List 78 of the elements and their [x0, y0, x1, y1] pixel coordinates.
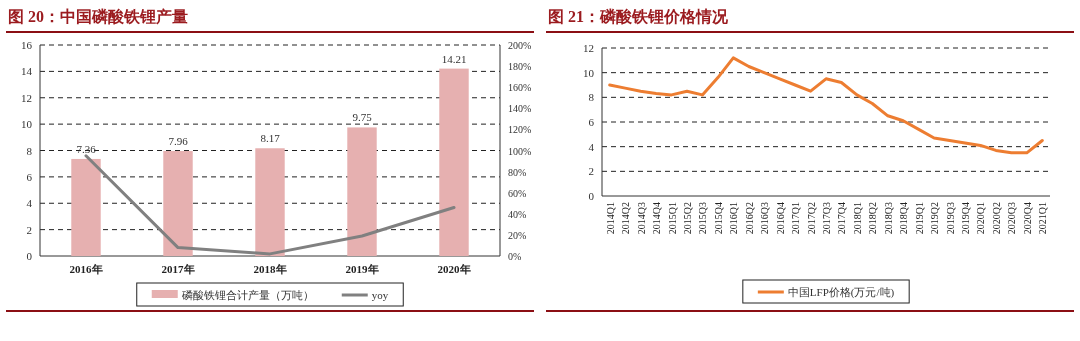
x-tick-label: 2018Q1: [851, 202, 863, 235]
x-tick-label: 2017Q3: [821, 202, 832, 235]
x-tick-label: 2017Q2: [805, 202, 817, 235]
legend-label: yoy: [371, 289, 389, 301]
chart-title: 图 21：磷酸铁锂价格情况: [548, 8, 729, 25]
x-tick-label: 2017Q1: [790, 202, 802, 235]
x-tick-label: 2019Q1: [913, 202, 925, 235]
x-tick-label: 2020Q1: [975, 202, 987, 235]
x-tick-label: 2016年: [69, 263, 103, 275]
x-tick-label: 2014Q4: [651, 202, 663, 235]
x-tick-label: 2019Q2: [929, 202, 941, 235]
x-tick-label: 2019Q3: [944, 202, 956, 235]
y-tick-label: 6: [26, 170, 33, 183]
x-tick-label: 2015Q1: [666, 202, 678, 235]
data-label: 7.36: [76, 142, 97, 155]
y2-tick-label: 160%: [508, 82, 532, 94]
x-tick-label: 2020Q4: [1021, 202, 1033, 235]
x-tick-label: 2020年: [437, 263, 471, 275]
chart-title: 图 20：中国磷酸铁锂产量: [8, 8, 188, 25]
y-tick-label: 10: [583, 66, 595, 79]
line-series: [608, 56, 1044, 155]
x-tick-label: 2014Q3: [635, 202, 647, 235]
y2-tick-label: 120%: [508, 124, 532, 136]
y2-tick-label: 140%: [508, 103, 532, 115]
bar: [163, 151, 193, 256]
y-tick-label: 8: [588, 91, 595, 104]
y-tick-label: 6: [588, 116, 595, 128]
x-tick-label: 2016Q3: [759, 202, 771, 235]
y-tick-label: 16: [21, 39, 33, 51]
x-tick-label: 2018Q3: [882, 202, 894, 235]
y2-tick-label: 40%: [508, 208, 527, 220]
x-tick-label: 2016Q2: [743, 202, 755, 235]
data-label: 9.75: [352, 111, 373, 124]
x-tick-label: 2020Q3: [1006, 202, 1018, 235]
y-tick-label: 12: [21, 91, 32, 104]
y-tick-label: 2: [588, 165, 594, 178]
x-tick-label: 2019年: [345, 263, 379, 275]
y-tick-label: 4: [588, 140, 595, 153]
x-tick-label: 2017Q4: [836, 202, 848, 235]
y-tick-label: 10: [21, 118, 33, 131]
y-tick-label: 2: [26, 223, 32, 236]
line-series: [84, 154, 456, 256]
legend-label: 磷酸铁锂合计产量（万吨）: [180, 289, 314, 301]
x-tick-label: 2015Q2: [681, 202, 693, 235]
bar: [439, 68, 469, 256]
y2-tick-label: 180%: [508, 61, 532, 73]
x-tick-label: 2015Q3: [697, 202, 709, 235]
bar: [347, 127, 377, 256]
y-tick-label: 0: [588, 190, 595, 202]
y-tick-label: 14: [21, 65, 33, 78]
y-tick-label: 12: [583, 42, 594, 54]
y2-tick-label: 0%: [508, 251, 522, 262]
legend-label: 中国LFP价格(万元/吨): [787, 286, 895, 299]
y-tick-label: 0: [26, 250, 33, 262]
x-tick-label: 2018Q2: [867, 202, 879, 235]
x-tick-label: 2018年: [253, 263, 287, 275]
y-tick-label: 4: [26, 197, 33, 210]
x-tick-label: 2020Q2: [990, 202, 1002, 235]
y2-tick-label: 20%: [508, 229, 527, 241]
y-tick-label: 8: [26, 144, 33, 157]
bar: [71, 158, 101, 256]
y2-tick-label: 100%: [508, 145, 532, 157]
y2-tick-label: 80%: [508, 166, 527, 178]
x-tick-label: 2016Q4: [774, 202, 786, 235]
x-tick-label: 2019Q4: [960, 202, 972, 235]
bar: [255, 148, 285, 256]
data-label: 14.21: [441, 52, 467, 65]
x-tick-label: 2018Q4: [898, 202, 910, 235]
data-label: 7.96: [168, 135, 189, 148]
x-tick-label: 2021Q1: [1037, 202, 1049, 235]
x-tick-label: 2014Q1: [604, 202, 616, 235]
x-tick-label: 2017年: [161, 263, 195, 275]
y2-tick-label: 200%: [508, 40, 532, 51]
x-tick-label: 2016Q1: [728, 202, 740, 235]
y2-tick-label: 60%: [508, 187, 527, 199]
x-tick-label: 2015Q4: [712, 202, 724, 235]
data-label: 8.17: [260, 132, 281, 145]
x-tick-label: 2014Q2: [620, 202, 632, 235]
